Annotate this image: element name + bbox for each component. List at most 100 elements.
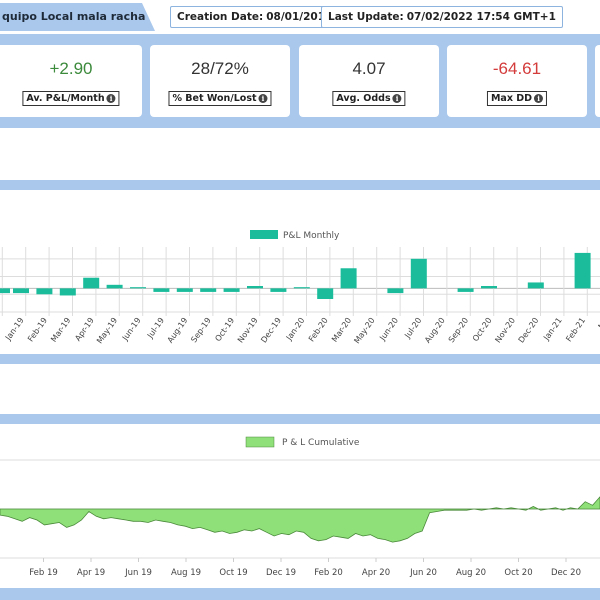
legend-swatch[interactable] xyxy=(245,436,275,448)
x-tick-label: Jul-20 xyxy=(402,316,423,341)
x-tick-label: Ma xyxy=(596,316,600,331)
x-tick-label: Dec 20 xyxy=(551,568,581,578)
x-tick-label: Oct 19 xyxy=(219,568,247,578)
kpi-value: -64.61 xyxy=(492,59,542,78)
section-divider xyxy=(0,180,600,190)
x-tick-label: Feb 19 xyxy=(29,568,58,578)
x-tick-label: Apr 20 xyxy=(362,568,390,578)
kpi-value: 28/72% xyxy=(191,59,249,78)
x-tick-label: Jun 20 xyxy=(409,568,437,578)
bar xyxy=(13,288,29,294)
bar xyxy=(106,284,123,289)
bar xyxy=(83,277,100,289)
info-icon[interactable]: i xyxy=(534,94,544,103)
bar xyxy=(270,288,287,292)
bar xyxy=(36,288,53,295)
kpi-value: 4.07 xyxy=(352,59,386,78)
x-tick-label: Aug 20 xyxy=(456,568,486,578)
monthly-pl-svg: Jan-19 Feb-19 Mar-19 Apr-19 May-19 Jun-19 Jul-… xyxy=(0,230,600,345)
legend-swatch[interactable] xyxy=(250,230,278,239)
x-tick-label: Aug 19 xyxy=(171,568,201,578)
info-icon[interactable]: i xyxy=(258,94,268,103)
bar xyxy=(247,286,263,289)
x-tick-label: Mar-19 xyxy=(49,316,72,344)
x-tick-label: Feb-19 xyxy=(26,316,49,343)
x-tick-label: Feb-20 xyxy=(307,316,330,343)
creation-date-box: Creation Date: 08/01/2018 xyxy=(170,6,340,28)
section-divider xyxy=(0,354,600,364)
x-tick-label: Dec-19 xyxy=(259,316,283,345)
kpi-label-max-dd[interactable]: Max DD i xyxy=(486,91,548,106)
header-bar: quipo Local mala racha Creation Date: 08/… xyxy=(0,0,600,34)
x-tick-label: Oct 20 xyxy=(504,568,532,578)
bar xyxy=(527,282,544,289)
last-update-label: Last Update: xyxy=(328,11,404,23)
last-update-value: 07/02/2022 17:54 GMT+1 xyxy=(406,11,556,23)
bar xyxy=(223,288,240,292)
kpi-label-bet-won-lost[interactable]: % Bet Won/Lost i xyxy=(168,91,272,106)
bar xyxy=(59,288,76,296)
kpi-label-text: Av. P&L/Month xyxy=(26,93,105,104)
x-tick-label: Jan-21 xyxy=(541,316,564,343)
bar xyxy=(130,287,146,289)
x-tick-label: Feb 20 xyxy=(314,568,343,578)
cumulative-area xyxy=(0,496,600,543)
monthly-pl-chart: Jan-19 Feb-19 Mar-19 Apr-19 May-19 Jun-19 Jul-… xyxy=(0,190,600,354)
x-tick-label: Jul-19 xyxy=(145,316,166,341)
bar xyxy=(153,288,170,292)
x-tick-label: May-19 xyxy=(95,316,119,345)
bar xyxy=(481,286,497,289)
bar xyxy=(293,287,310,289)
kpi-card-max-dd: -64.61 Max DD i xyxy=(447,45,587,117)
info-icon[interactable]: i xyxy=(106,94,116,103)
x-tick-label: Dec-20 xyxy=(517,316,541,345)
x-tick-label: Sep-19 xyxy=(189,316,213,344)
kpi-label-text: Avg. Odds xyxy=(336,93,391,104)
x-tick-label: Feb-21 xyxy=(564,316,587,343)
kpi-card-avg-odds: 4.07 Avg. Odds i xyxy=(299,45,439,117)
x-tick-label: Jun-20 xyxy=(377,316,400,343)
legend-label[interactable]: P&L Monthly xyxy=(283,231,340,241)
x-tick-label: Oct-19 xyxy=(213,316,236,343)
bar xyxy=(574,252,591,289)
kpi-card-partial xyxy=(595,45,600,117)
x-tick-label: Apr 19 xyxy=(77,568,105,578)
last-update-box: Last Update: 07/02/2022 17:54 GMT+1 xyxy=(321,6,563,28)
bar xyxy=(340,268,357,289)
x-tick-label: May-20 xyxy=(352,316,376,345)
kpi-value: +2.90 xyxy=(49,59,93,78)
x-tick-label: Aug-20 xyxy=(423,316,447,345)
strategy-name-tab[interactable]: quipo Local mala racha xyxy=(0,3,155,31)
creation-date-label: Creation Date: xyxy=(177,11,264,23)
section-divider xyxy=(0,588,600,600)
x-tick-label: Sep-20 xyxy=(447,316,471,344)
creation-date-value: 08/01/2018 xyxy=(266,11,333,23)
kpi-label-text: % Bet Won/Lost xyxy=(172,93,257,104)
bar xyxy=(176,288,193,292)
bar xyxy=(387,288,404,294)
x-tick-label: Nov-19 xyxy=(236,316,260,344)
x-tick-label: Jun-19 xyxy=(120,316,143,343)
x-tick-label: Mar-20 xyxy=(330,316,353,344)
kpi-label-text: Max DD xyxy=(490,93,533,104)
bar xyxy=(200,288,217,292)
kpi-label-av-pl-month[interactable]: Av. P&L/Month i xyxy=(22,91,120,106)
info-icon[interactable]: i xyxy=(392,94,402,103)
x-tick-label: Jun 19 xyxy=(124,568,152,578)
bar xyxy=(317,288,334,299)
x-tick-label: Nov-20 xyxy=(493,316,517,344)
section-divider xyxy=(0,414,600,424)
kpi-card-bet-won-lost: 28/72% % Bet Won/Lost i xyxy=(150,45,290,117)
kpi-label-avg-odds[interactable]: Avg. Odds i xyxy=(332,91,406,106)
x-tick-label: Apr-19 xyxy=(73,316,96,343)
bar xyxy=(457,288,474,292)
x-tick-label: Jan-20 xyxy=(284,316,307,343)
legend-label[interactable]: P & L Cumulative xyxy=(282,438,360,448)
x-tick-label: Dec 19 xyxy=(266,568,296,578)
x-tick-label: Jan-19 xyxy=(3,316,26,343)
x-tick-label: Aug-19 xyxy=(166,316,190,345)
kpi-card-av-pl-month: +2.90 Av. P&L/Month i xyxy=(0,45,142,117)
x-tick-label: Oct-20 xyxy=(471,316,494,343)
